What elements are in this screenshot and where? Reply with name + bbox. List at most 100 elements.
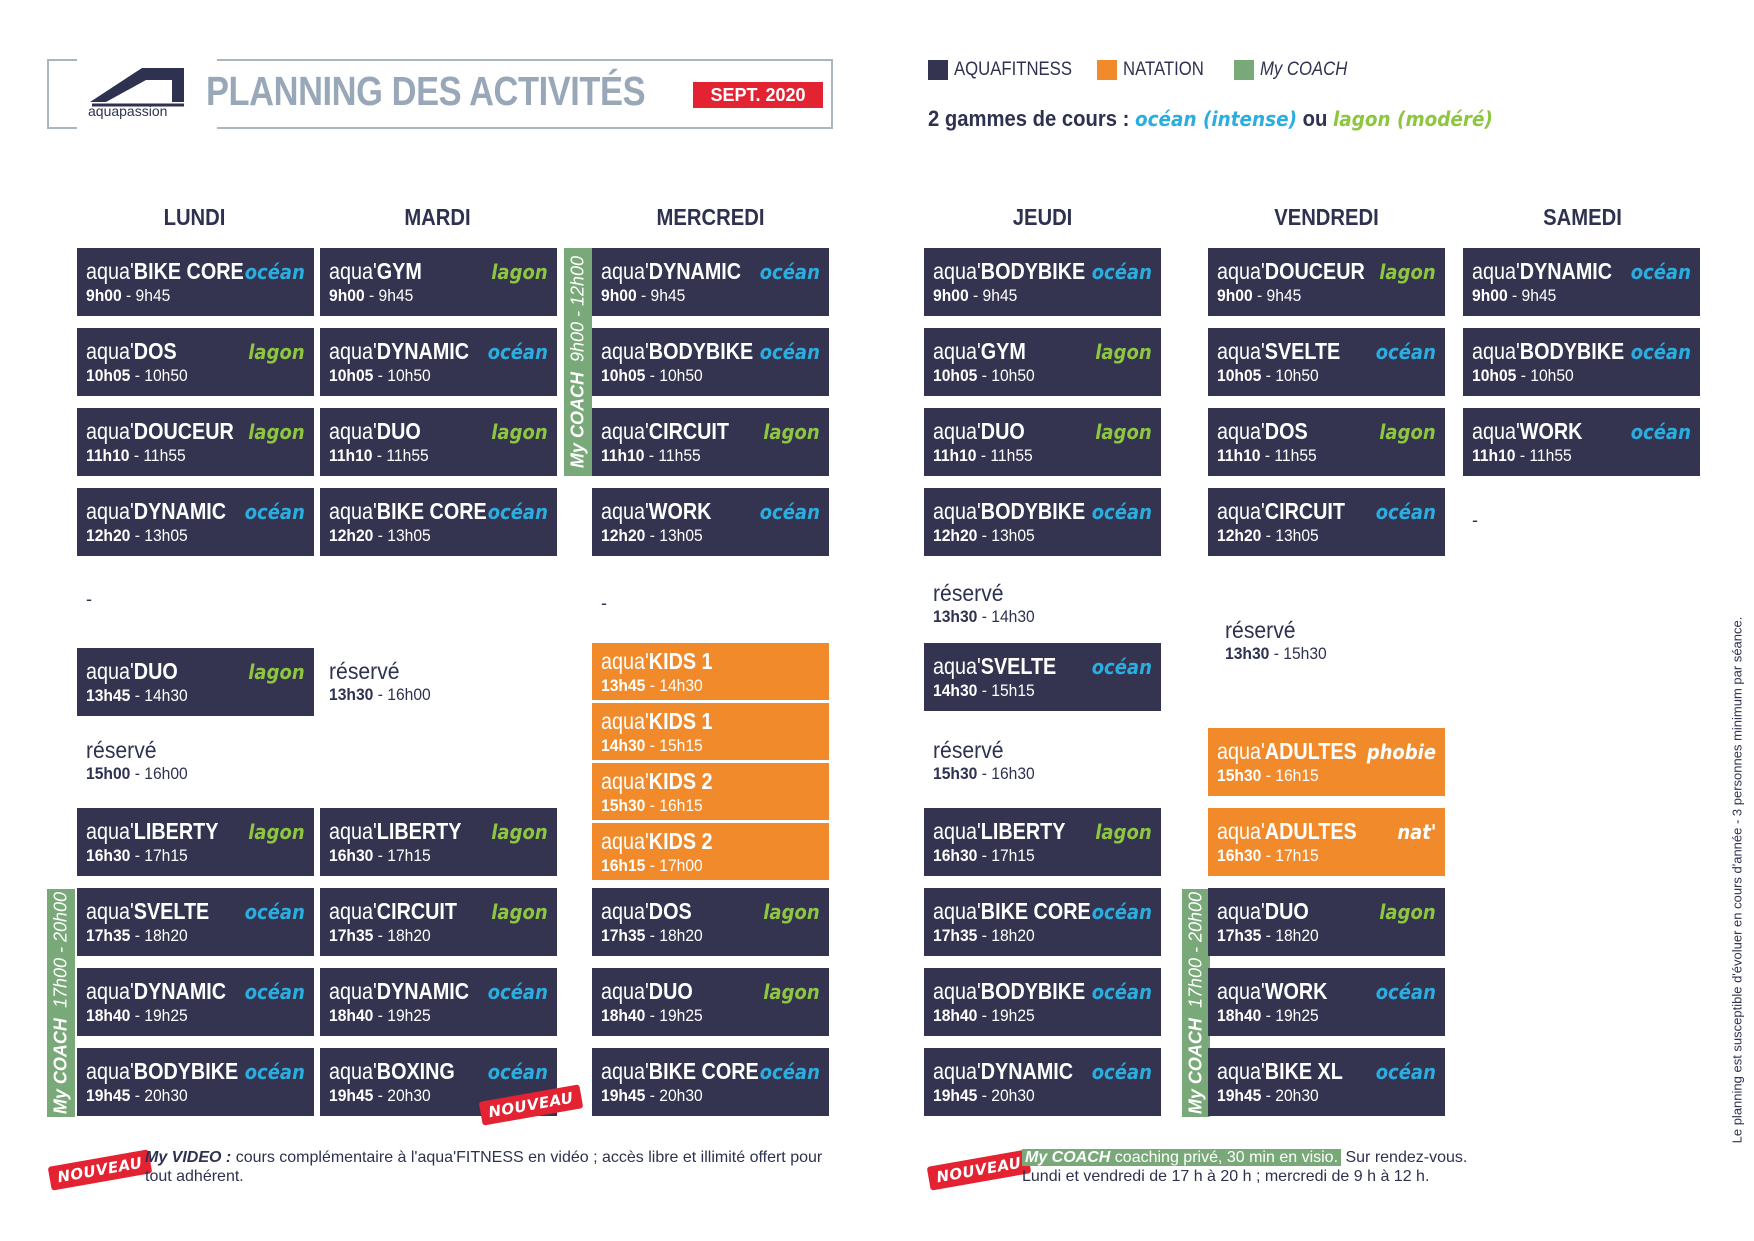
empty-slot: - xyxy=(1472,510,1478,530)
class-block[interactable]: aqua'BIKE XL 19h45 - 20h30 océan xyxy=(1208,1048,1445,1116)
class-block[interactable]: aqua'DYNAMIC 10h05 - 10h50 océan xyxy=(320,328,557,396)
class-block[interactable]: aqua'BOXING 19h45 - 20h30 océan xyxy=(320,1048,557,1116)
class-block[interactable]: aqua'DYNAMIC 18h40 - 19h25 océan xyxy=(77,968,314,1036)
day-header-mardi: MARDI xyxy=(404,204,471,230)
level-tag: océan xyxy=(759,260,820,284)
class-block[interactable]: aqua'DUO 13h45 - 14h30 lagon xyxy=(77,648,314,716)
class-block[interactable]: aqua'DOUCEUR 9h00 - 9h45 lagon xyxy=(1208,248,1445,316)
level-tag: océan xyxy=(487,1060,548,1084)
class-block[interactable]: aqua'LIBERTY 16h30 - 17h15 lagon xyxy=(924,808,1161,876)
class-block[interactable]: aqua'DYNAMIC 12h20 - 13h05 océan xyxy=(77,488,314,556)
class-block-natation[interactable]: aqua'ADULTES 16h30 - 17h15 nat' xyxy=(1208,808,1445,876)
class-block[interactable]: aqua'DUO 17h35 - 18h20 lagon xyxy=(1208,888,1445,956)
class-block[interactable]: aqua'WORK 18h40 - 19h25 océan xyxy=(1208,968,1445,1036)
level-tag: lagon xyxy=(248,660,305,684)
class-block[interactable]: aqua'BODYBIKE 10h05 - 10h50 océan xyxy=(592,328,829,396)
class-block[interactable]: aqua'DYNAMIC 9h00 - 9h45 océan xyxy=(592,248,829,316)
legend-swatch xyxy=(1234,60,1254,80)
class-block[interactable]: aqua'DYNAMIC 18h40 - 19h25 océan xyxy=(320,968,557,1036)
level-tag: lagon xyxy=(1379,420,1436,444)
class-block[interactable]: aqua'DUO 11h10 - 11h55 lagon xyxy=(924,408,1161,476)
class-block-natation[interactable]: aqua'KIDS 2 16h15 - 17h00 xyxy=(592,823,829,880)
day-header-samedi: SAMEDI xyxy=(1543,204,1622,230)
class-block[interactable]: aqua'SVELTE 14h30 - 15h15 océan xyxy=(924,643,1161,711)
level-tag: lagon xyxy=(491,820,548,844)
level-tag: océan xyxy=(1375,980,1436,1004)
level-tag: océan xyxy=(244,900,305,924)
empty-slot: - xyxy=(601,593,607,613)
legend-swatch xyxy=(928,60,948,80)
level-tag: lagon xyxy=(491,900,548,924)
class-block-natation[interactable]: aqua'KIDS 2 15h30 - 16h15 xyxy=(592,763,829,820)
legend-natation: NATATION xyxy=(1097,59,1215,81)
class-block[interactable]: aqua'BODYBIKE 18h40 - 19h25 océan xyxy=(924,968,1161,1036)
class-block[interactable]: aqua'BIKE CORE 9h00 - 9h45 océan xyxy=(77,248,314,316)
class-block[interactable]: aqua'BODYBIKE 19h45 - 20h30 océan xyxy=(77,1048,314,1116)
level-tag: océan xyxy=(1630,260,1691,284)
level-tag: océan xyxy=(244,980,305,1004)
footer-video: My VIDEO : cours complémentaire à l'aqua… xyxy=(145,1149,823,1185)
level-tag: océan xyxy=(487,340,548,364)
class-block-natation[interactable]: aqua'KIDS 1 14h30 - 15h15 xyxy=(592,703,829,760)
reserved-slot: réservé 13h30 - 15h30 xyxy=(1225,617,1327,663)
coach-bar-lundi: My COACH 17h00 - 20h00 xyxy=(47,889,75,1117)
level-tag: lagon xyxy=(763,420,820,444)
class-block[interactable]: aqua'BODYBIKE 9h00 - 9h45 océan xyxy=(924,248,1161,316)
class-block[interactable]: aqua'WORK 12h20 - 13h05 océan xyxy=(592,488,829,556)
class-block[interactable]: aqua'DOUCEUR 11h10 - 11h55 lagon xyxy=(77,408,314,476)
class-block[interactable]: aqua'LIBERTY 16h30 - 17h15 lagon xyxy=(320,808,557,876)
reserved-slot: réservé 13h30 - 16h00 xyxy=(329,658,431,704)
class-block[interactable]: aqua'DYNAMIC 19h45 - 20h30 océan xyxy=(924,1048,1161,1116)
level-tag: lagon xyxy=(248,340,305,364)
level-tag: océan xyxy=(1091,980,1152,1004)
class-block[interactable]: aqua'DYNAMIC 9h00 - 9h45 océan xyxy=(1463,248,1700,316)
class-block[interactable]: aqua'CIRCUIT 12h20 - 13h05 océan xyxy=(1208,488,1445,556)
class-block[interactable]: aqua'GYM 9h00 - 9h45 lagon xyxy=(320,248,557,316)
class-block[interactable]: aqua'DOS 11h10 - 11h55 lagon xyxy=(1208,408,1445,476)
level-tag: océan xyxy=(759,340,820,364)
class-block[interactable]: aqua'DOS 17h35 - 18h20 lagon xyxy=(592,888,829,956)
day-header-lundi: LUNDI xyxy=(163,204,226,230)
level-tag: océan xyxy=(1091,900,1152,924)
level-tag: lagon xyxy=(1379,900,1436,924)
coach-bar-vendredi: My COACH 17h00 - 20h00 xyxy=(1182,889,1210,1117)
class-block[interactable]: aqua'SVELTE 10h05 - 10h50 océan xyxy=(1208,328,1445,396)
month-badge: SEPT. 2020 xyxy=(693,82,823,108)
class-block-natation[interactable]: aqua'KIDS 1 13h45 - 14h30 xyxy=(592,643,829,700)
level-tag: océan xyxy=(759,500,820,524)
footer-coach: My COACH coaching privé, 30 min en visio… xyxy=(1022,1149,1468,1185)
class-block-natation[interactable]: aqua'ADULTES 15h30 - 16h15 phobie xyxy=(1208,728,1445,796)
level-tag: océan xyxy=(1375,1060,1436,1084)
level-tag: lagon xyxy=(1095,420,1152,444)
side-note: Le planning est susceptible d'évoluer en… xyxy=(1729,616,1745,1144)
day-header-jeudi: JEUDI xyxy=(1012,204,1073,230)
level-tag: océan xyxy=(1091,655,1152,679)
level-tag: lagon xyxy=(248,820,305,844)
class-block[interactable]: aqua'BIKE CORE 12h20 - 13h05 océan xyxy=(320,488,557,556)
class-block[interactable]: aqua'CIRCUIT 17h35 - 18h20 lagon xyxy=(320,888,557,956)
legend-mycoach: My COACH xyxy=(1234,59,1359,81)
class-block[interactable]: aqua'BODYBIKE 10h05 - 10h50 océan xyxy=(1463,328,1700,396)
level-tag: lagon xyxy=(491,260,548,284)
class-block[interactable]: aqua'DUO 11h10 - 11h55 lagon xyxy=(320,408,557,476)
level-tag: océan xyxy=(244,260,305,284)
nouveau-badge: NOUVEAU xyxy=(926,1149,1032,1191)
class-block[interactable]: aqua'SVELTE 17h35 - 18h20 océan xyxy=(77,888,314,956)
class-block[interactable]: aqua'BODYBIKE 12h20 - 13h05 océan xyxy=(924,488,1161,556)
level-tag: océan xyxy=(1630,420,1691,444)
class-block[interactable]: aqua'LIBERTY 16h30 - 17h15 lagon xyxy=(77,808,314,876)
class-block[interactable]: aqua'BIKE CORE 17h35 - 18h20 océan xyxy=(924,888,1161,956)
level-tag: nat' xyxy=(1396,820,1436,844)
class-block[interactable]: aqua'GYM 10h05 - 10h50 lagon xyxy=(924,328,1161,396)
level-tag: océan xyxy=(1375,500,1436,524)
class-block[interactable]: aqua'CIRCUIT 11h10 - 11h55 lagon xyxy=(592,408,829,476)
class-block[interactable]: aqua'DOS 10h05 - 10h50 lagon xyxy=(77,328,314,396)
reserved-slot: réservé 15h30 - 16h30 xyxy=(933,737,1035,783)
level-tag: océan xyxy=(759,1060,820,1084)
empty-slot: - xyxy=(86,589,92,609)
class-block[interactable]: aqua'DUO 18h40 - 19h25 lagon xyxy=(592,968,829,1036)
class-block[interactable]: aqua'BIKE CORE 19h45 - 20h30 océan xyxy=(592,1048,829,1116)
legend-swatch xyxy=(1097,60,1117,80)
class-block[interactable]: aqua'WORK 11h10 - 11h55 océan xyxy=(1463,408,1700,476)
level-tag: lagon xyxy=(1095,820,1152,844)
